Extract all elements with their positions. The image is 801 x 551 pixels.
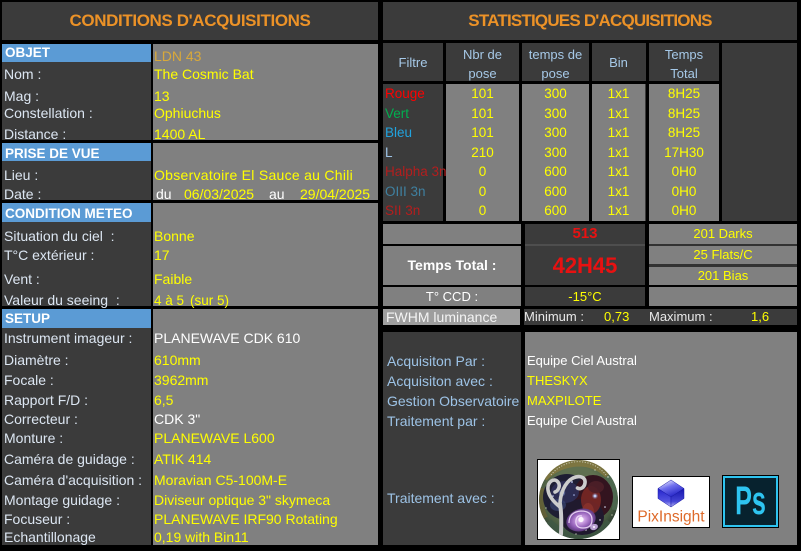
svg-text:PixInsight: PixInsight [637,509,705,526]
